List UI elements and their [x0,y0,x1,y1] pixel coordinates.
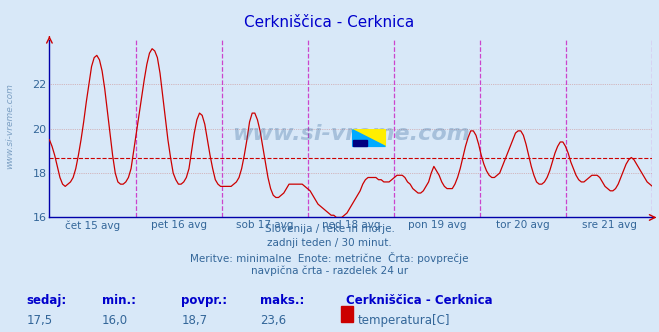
Text: povpr.:: povpr.: [181,294,227,307]
Text: 18,7: 18,7 [181,314,208,327]
Polygon shape [353,130,386,146]
Text: Meritve: minimalne  Enote: metrične  Črta: povprečje: Meritve: minimalne Enote: metrične Črta:… [190,252,469,264]
Text: www.si-vreme.com: www.si-vreme.com [5,83,14,169]
Text: 23,6: 23,6 [260,314,287,327]
Text: temperatura[C]: temperatura[C] [357,314,449,327]
Text: Cerkniščica - Cerknica: Cerkniščica - Cerknica [244,15,415,30]
Text: 17,5: 17,5 [26,314,53,327]
Text: Cerkniščica - Cerknica: Cerkniščica - Cerknica [346,294,492,307]
Text: Slovenija / reke in morje.: Slovenija / reke in morje. [264,224,395,234]
Text: maks.:: maks.: [260,294,304,307]
Text: sedaj:: sedaj: [26,294,67,307]
Text: min.:: min.: [102,294,136,307]
Polygon shape [353,130,386,146]
Bar [353,140,367,146]
Text: 16,0: 16,0 [102,314,129,327]
Text: navpična črta - razdelek 24 ur: navpična črta - razdelek 24 ur [251,266,408,277]
Text: zadnji teden / 30 minut.: zadnji teden / 30 minut. [267,238,392,248]
Text: www.si-vreme.com: www.si-vreme.com [232,124,470,144]
